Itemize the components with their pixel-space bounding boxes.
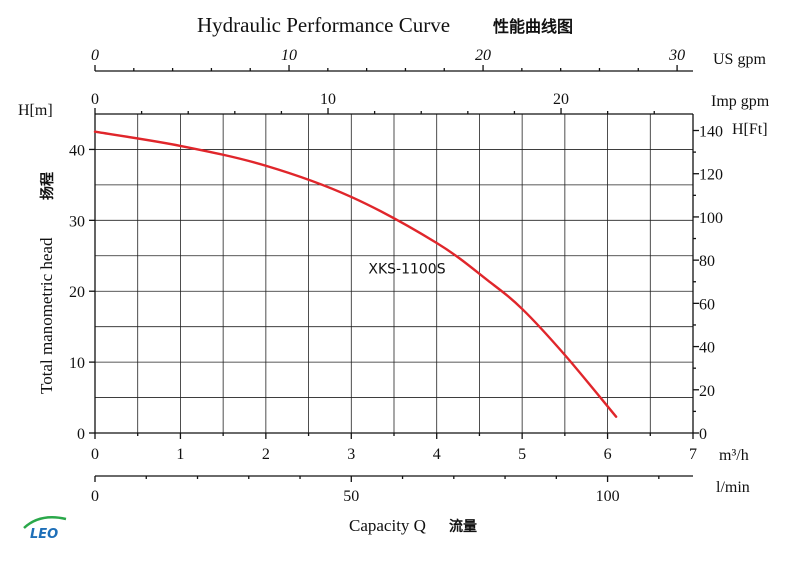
x-axis-label-cn: 流量 [449, 518, 477, 535]
y-axis-label: Total manometric head [37, 237, 56, 394]
ft-tick-label: 0 [699, 426, 707, 443]
lmin-unit-label: l/min [716, 479, 750, 496]
ft-tick-label: 120 [699, 167, 723, 184]
series-label: XKS-1100S [368, 262, 445, 278]
leo-logo: LEO [23, 516, 67, 542]
impgpm-unit-label: Imp gpm [711, 93, 770, 110]
ft-tick-label: 60 [699, 296, 715, 313]
y-tick-label: 40 [69, 142, 85, 159]
lmin-tick-label: 0 [91, 488, 99, 505]
lmin-tick-label: 50 [343, 488, 359, 505]
x-tick-label: 3 [347, 446, 355, 463]
ft-tick-label: 140 [699, 124, 723, 141]
x-tick-label: 2 [262, 446, 270, 463]
usgpm-tick-label: 30 [668, 47, 685, 64]
x-tick-label: 0 [91, 446, 99, 463]
chart-title-cn: 性能曲线图 [493, 17, 573, 36]
y-axis-label-cn: 扬程 [39, 172, 56, 200]
y-tick-label: 0 [77, 426, 85, 443]
y2-unit-label: H[Ft] [732, 121, 768, 138]
usgpm-tick-label: 10 [281, 47, 297, 64]
impgpm-tick-label: 20 [553, 91, 569, 108]
usgpm-tick-label: 0 [91, 47, 99, 64]
chart-title: Hydraulic Performance Curve [197, 13, 450, 37]
x-tick-label: 5 [518, 446, 526, 463]
x-axis-label: Capacity Q [349, 516, 426, 535]
y-unit-label: H[m] [18, 102, 53, 119]
x-tick-label: 7 [689, 446, 697, 463]
ft-tick-label: 100 [699, 210, 723, 227]
x-tick-label: 1 [176, 446, 184, 463]
y-tick-label: 10 [69, 355, 85, 372]
logo-text: LEO [30, 527, 58, 542]
lmin-tick-label: 100 [596, 488, 620, 505]
ft-tick-label: 80 [699, 253, 715, 270]
y-tick-label: 20 [69, 284, 85, 301]
logo-swoosh [23, 516, 67, 529]
ft-tick-label: 40 [699, 340, 715, 357]
usgpm-tick-label: 20 [475, 47, 491, 64]
series-line [93, 130, 618, 418]
x-unit-label: m³/h [719, 447, 749, 464]
series: XKS-1100S [93, 130, 618, 418]
impgpm-tick-label: 0 [91, 91, 99, 108]
impgpm-tick-label: 10 [320, 91, 336, 108]
y-tick-label: 30 [69, 213, 85, 230]
x-tick-label: 4 [433, 446, 441, 463]
ft-tick-label: 20 [699, 383, 715, 400]
x-tick-label: 6 [604, 446, 612, 463]
usgpm-unit-label: US gpm [713, 51, 766, 68]
